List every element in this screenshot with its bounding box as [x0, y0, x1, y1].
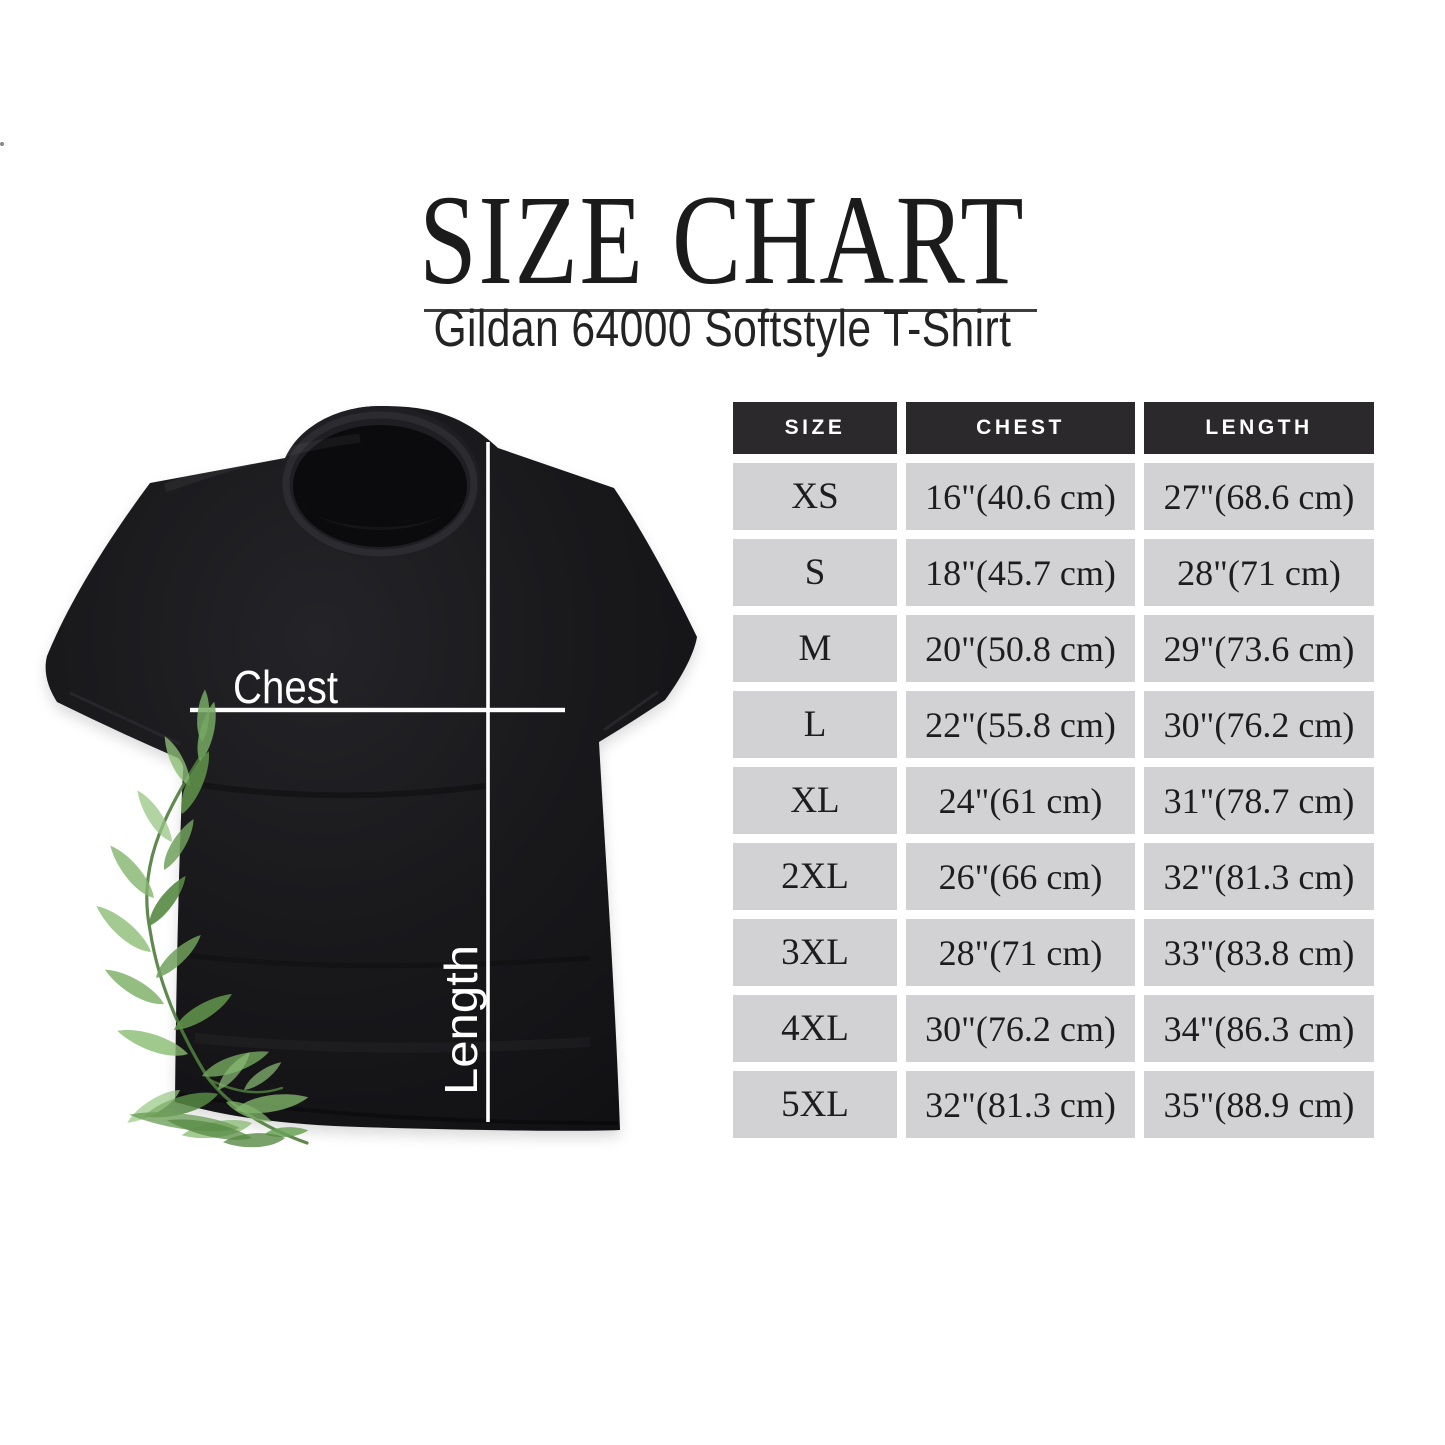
table-cell-size: XL — [733, 767, 897, 834]
table-cell-length: 33"(83.8 cm) — [1144, 919, 1374, 986]
product-subtitle: Gildan 64000 Softstyle T-Shirt — [433, 300, 1012, 358]
shoulder-highlight — [163, 433, 361, 493]
right-cuff-seam — [603, 690, 659, 732]
length-measure-label: Length — [435, 945, 487, 1095]
table-cell-length: 34"(86.3 cm) — [1144, 995, 1374, 1062]
table-cell-chest: 26"(66 cm) — [906, 843, 1135, 910]
watercolor-branch — [91, 688, 310, 1149]
table-cell-length: 30"(76.2 cm) — [1144, 691, 1374, 758]
table-cell-size: M — [733, 615, 897, 682]
tshirt-measurement-diagram: Chest Length — [45, 406, 698, 1149]
wrinkle-1 — [199, 782, 486, 799]
column-header-length: LENGTH — [1144, 402, 1374, 454]
wrinkle-2 — [184, 952, 591, 969]
size-table: SIZE CHEST LENGTH XS 16"(40.6 cm) 27"(68… — [733, 402, 1374, 1138]
table-cell-size: XS — [733, 463, 897, 530]
collar-band-rib — [282, 411, 478, 557]
table-cell-length: 31"(78.7 cm) — [1144, 767, 1374, 834]
table-cell-length: 35"(88.9 cm) — [1144, 1071, 1374, 1138]
column-header-size: SIZE — [733, 402, 897, 454]
table-cell-size: L — [733, 691, 897, 758]
table-cell-chest: 18"(45.7 cm) — [906, 539, 1135, 606]
table-cell-size: 5XL — [733, 1071, 897, 1138]
table-cell-length: 29"(73.6 cm) — [1144, 615, 1374, 682]
edge-artifact-dot — [0, 142, 4, 146]
table-cell-size: 3XL — [733, 919, 897, 986]
collar-opening — [293, 425, 467, 547]
table-cell-length: 32"(81.3 cm) — [1144, 843, 1374, 910]
table-cell-chest: 22"(55.8 cm) — [906, 691, 1135, 758]
table-cell-chest: 16"(40.6 cm) — [906, 463, 1135, 530]
table-cell-size: S — [733, 539, 897, 606]
table-cell-size: 2XL — [733, 843, 897, 910]
subtitle-wrap: Gildan 64000 Softstyle T-Shirt — [0, 303, 1445, 355]
chest-measure-line — [190, 707, 565, 713]
column-header-chest: CHEST — [906, 402, 1135, 454]
table-cell-length: 27"(68.6 cm) — [1144, 463, 1374, 530]
tshirt-silhouette — [45, 406, 698, 1131]
table-cell-length: 28"(71 cm) — [1144, 539, 1374, 606]
header: SIZE CHART — [0, 176, 1445, 304]
table-cell-chest: 32"(81.3 cm) — [906, 1071, 1135, 1138]
chest-measure-label: Chest — [233, 661, 338, 713]
table-cell-chest: 24"(61 cm) — [906, 767, 1135, 834]
table-cell-chest: 28"(71 cm) — [906, 919, 1135, 986]
title-underline — [424, 309, 1037, 312]
page-title: SIZE CHART — [419, 169, 1026, 311]
left-cuff-seam — [69, 691, 181, 746]
branch-side-stem — [208, 1078, 284, 1094]
table-cell-chest: 30"(76.2 cm) — [906, 995, 1135, 1062]
length-measure-line — [486, 442, 490, 1122]
table-cell-chest: 20"(50.8 cm) — [906, 615, 1135, 682]
table-cell-size: 4XL — [733, 995, 897, 1062]
